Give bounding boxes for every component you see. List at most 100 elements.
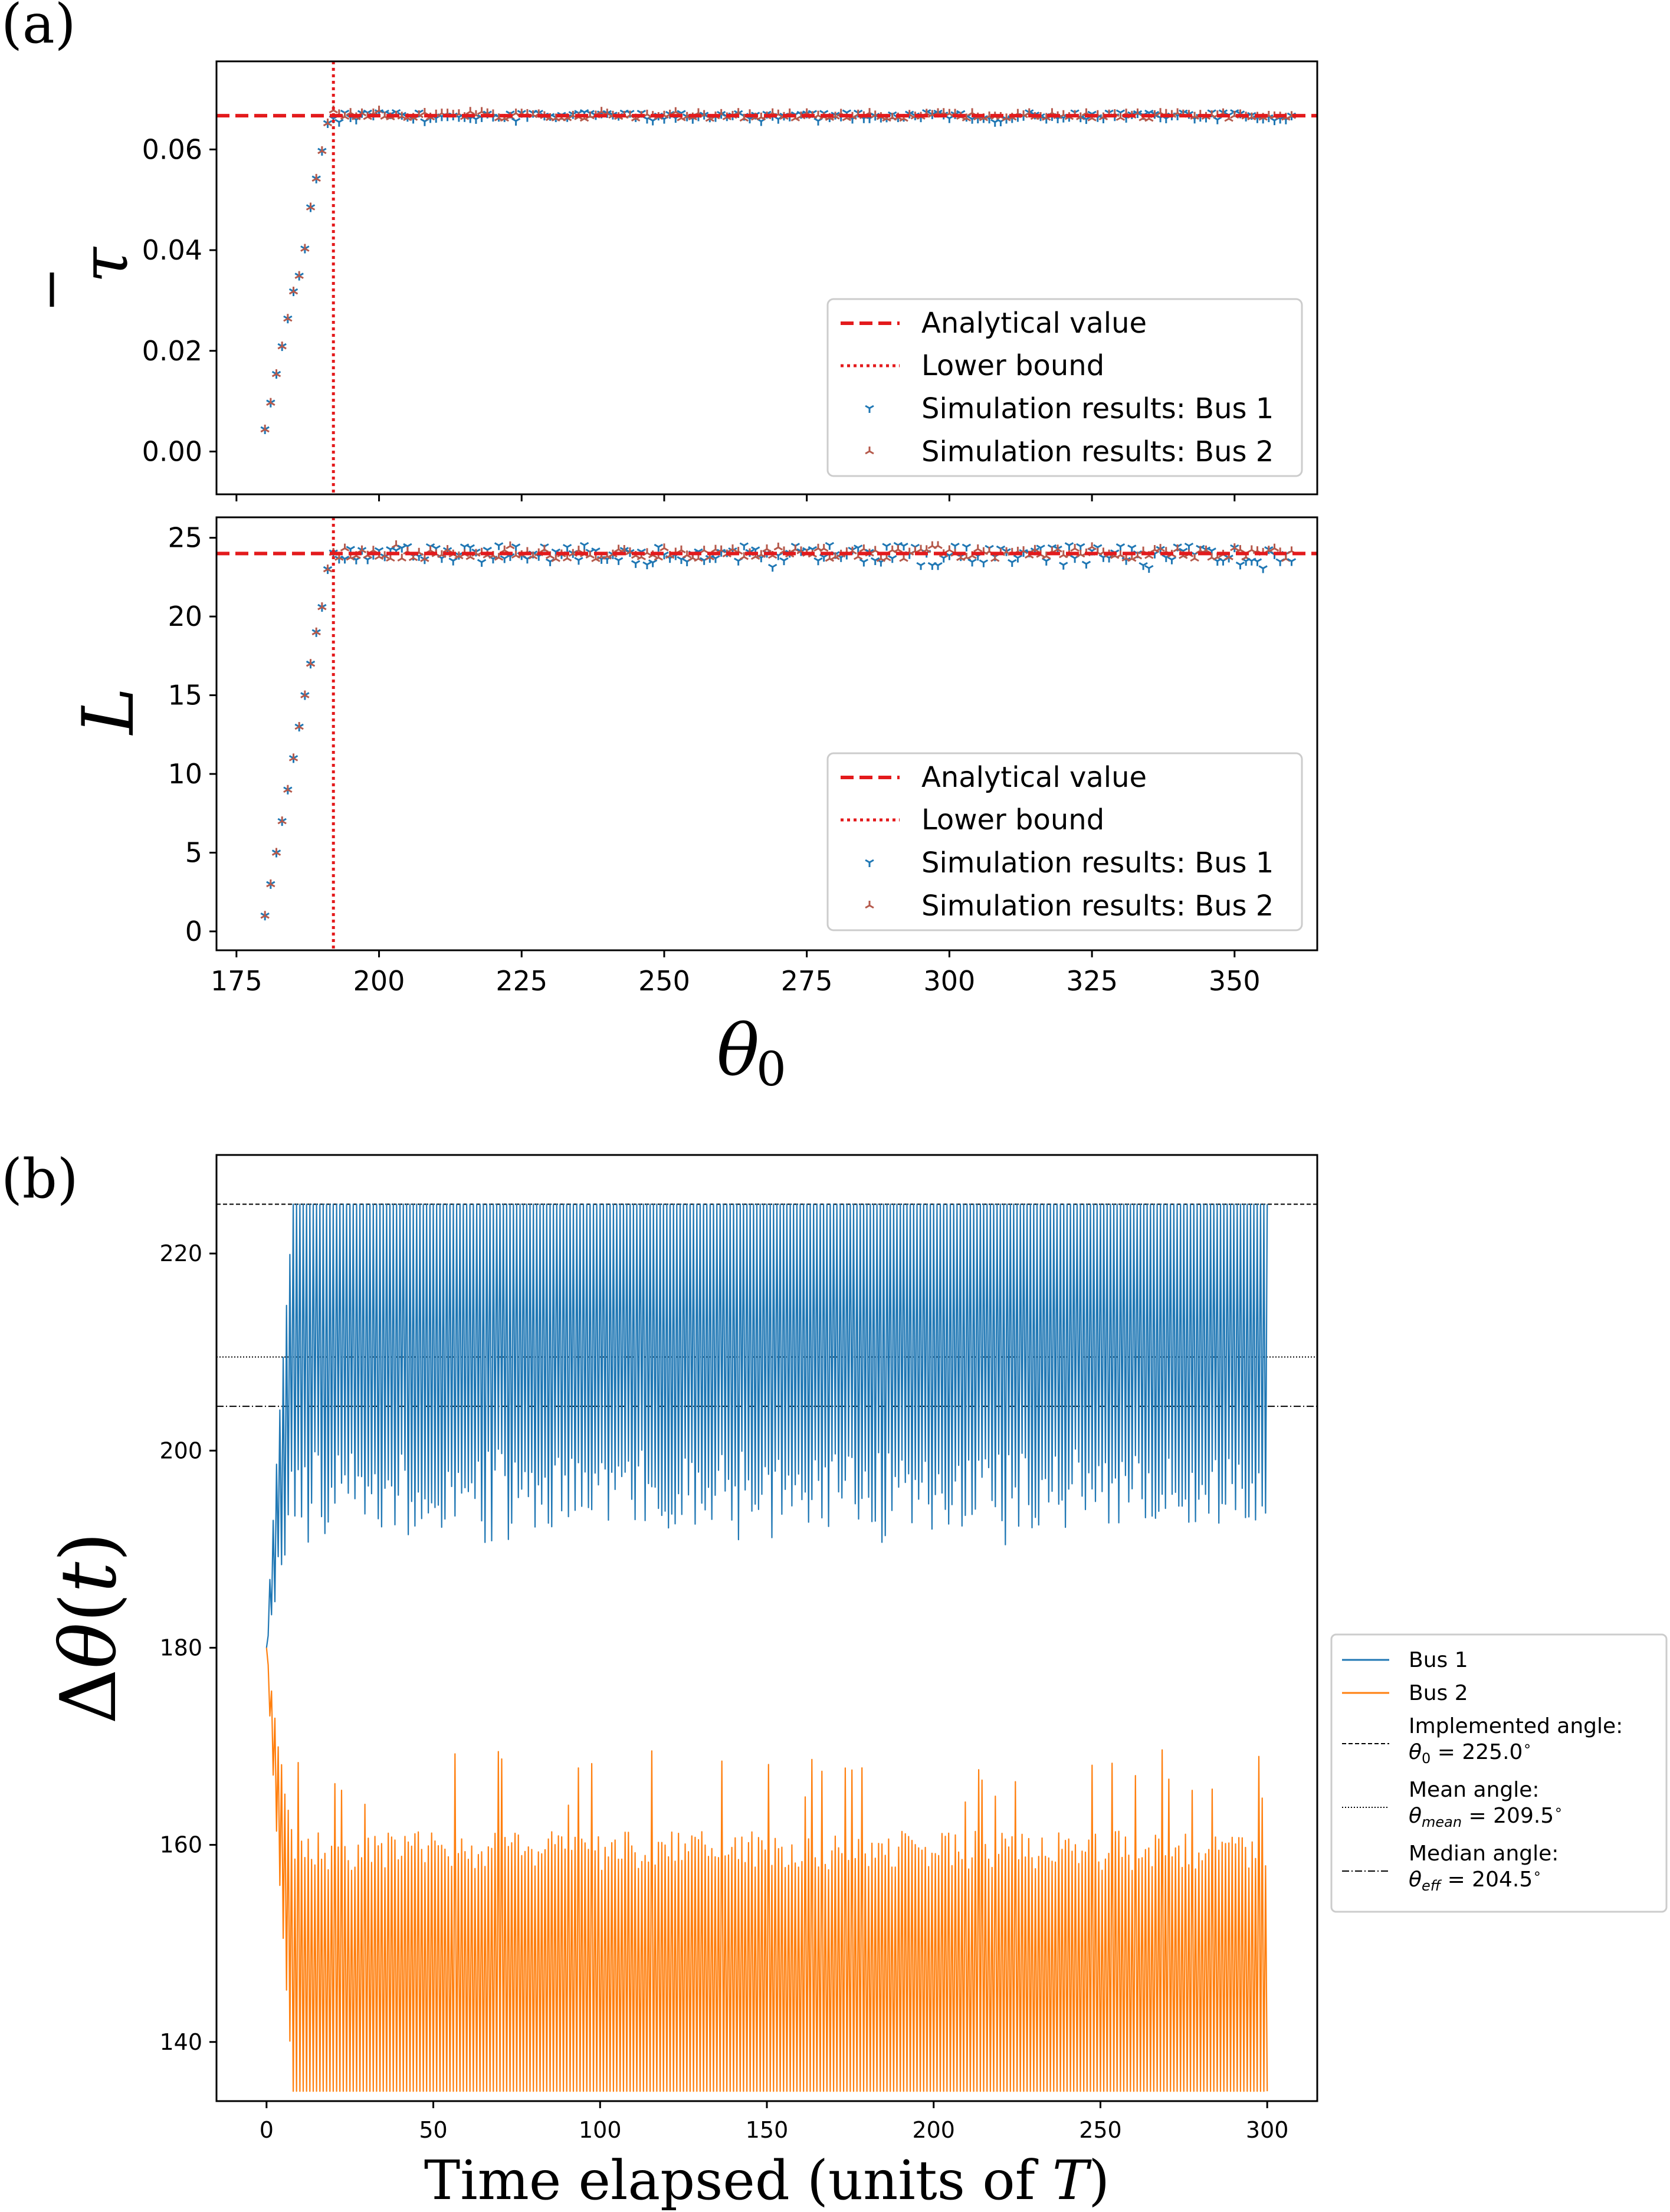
L-legend-bus1-tri (865, 859, 874, 867)
L-bus2-point-arm (711, 549, 716, 553)
tau-bus2-point-arm (1115, 117, 1121, 121)
L-bus2-point-arm (454, 555, 460, 560)
tau-bus2-point (1098, 112, 1108, 120)
L-bus2-point-arm (933, 545, 939, 549)
L-bus1-point-arm (1017, 554, 1023, 559)
L-bus1-point-arm (870, 557, 876, 562)
L-bus2-point (831, 552, 840, 560)
L-bus2-point-arm (1023, 550, 1028, 554)
tau-bus2-point (271, 369, 281, 378)
L-bus2-point-arm (1098, 552, 1104, 556)
tau-bus1-point-arm (842, 109, 848, 114)
tau-legend-bus2-tri (865, 447, 874, 455)
L-bus1-point-arm (962, 543, 967, 548)
tau-bus2-point (294, 271, 304, 279)
L-bus2-point-arm (886, 557, 891, 562)
tau-bus2-point-arm (344, 116, 350, 120)
L-bus2-point-arm (323, 568, 329, 573)
L-bus1-point-arm (698, 548, 703, 553)
L-bus1-point (870, 557, 880, 565)
L-legend-bus2-tri-arm (869, 904, 874, 909)
delta-theta-legend-mean: Mean angle: (1409, 1778, 1540, 1802)
tau-bus2-point-arm (631, 117, 636, 122)
L-bus1-point-arm (1188, 542, 1194, 547)
L-bus1-point-arm (1008, 559, 1013, 563)
tau-bus2-point-arm (893, 116, 899, 121)
L-bus1-point (511, 543, 521, 552)
L-bus2-point (568, 549, 578, 557)
L-bus1-point-arm (386, 546, 391, 550)
L-bus2-point-arm (972, 555, 977, 559)
L-bus1-point-arm (715, 555, 720, 559)
tau-bus2-point-arm (566, 117, 572, 122)
tau-bus2-point-arm (1025, 112, 1030, 116)
L-bus1-point-arm (863, 559, 869, 563)
tau-bus2-point-arm (962, 117, 967, 122)
L-bus1-point-arm (886, 543, 891, 547)
L-bus2-point (853, 552, 863, 560)
tau-bus1-point (334, 119, 344, 127)
tau-bus2-point-arm (380, 116, 385, 120)
L-bus1-point-arm (1262, 565, 1268, 569)
L-bus1-point-arm (340, 556, 346, 560)
tau-bus2-point-arm (1213, 114, 1218, 119)
L-bus2-point-arm (311, 631, 317, 636)
tau-bus2-point-arm (692, 116, 698, 121)
L-bus2-point (340, 543, 350, 552)
L-bus2-point (1247, 545, 1256, 553)
tau-bus2-point (1042, 113, 1051, 121)
L-bus1-point-arm (954, 542, 960, 547)
bus2-line (265, 1647, 1268, 2092)
L-bus2-point-arm (728, 548, 733, 553)
L-bus2-point-arm (1074, 547, 1080, 552)
L-bus2-point-arm (698, 557, 703, 562)
tau-bus2-point-arm (418, 114, 424, 119)
tau-bus2-point-arm (317, 150, 323, 155)
L-bus1-point-arm (1076, 543, 1081, 547)
tau-bus2-point-arm (1098, 116, 1104, 120)
L-bus1-point-arm (859, 559, 865, 563)
L-bus1-point-arm (1068, 542, 1074, 546)
L-bus2-point-arm (606, 556, 612, 560)
L-bus2-point-arm (1269, 547, 1275, 552)
L-bus2-point-arm (705, 556, 711, 560)
L-bus2-point-arm (853, 556, 859, 560)
tau-bus2-point-arm (277, 345, 283, 350)
L-bus2-point (1230, 543, 1239, 552)
L-bus2-point (288, 753, 298, 762)
L-bus2-point-arm (483, 554, 488, 559)
tau-bus2-point-arm (352, 116, 357, 120)
L-bus2-point-arm (344, 547, 350, 552)
L-bus2-point-arm (1059, 554, 1064, 559)
L-bus2-point-arm (720, 549, 726, 554)
L-xlabel-subscript: 0 (756, 1042, 786, 1097)
L-bus2-point (773, 542, 783, 551)
L-bus2-point-arm (985, 550, 990, 555)
L-bus1-point-arm (1036, 544, 1041, 549)
L-bus2-point (574, 546, 583, 554)
L-bus2-point-arm (669, 554, 675, 559)
L-bus2-point-arm (1133, 555, 1139, 560)
L-bus1-point-arm (903, 543, 908, 547)
L-bus1-point-arm (635, 560, 641, 565)
tau-bus2-point-arm (425, 116, 431, 121)
L-bus1-point-arm (920, 562, 926, 566)
L-bus2-point-arm (1120, 554, 1126, 559)
bus1-line (265, 1203, 1268, 1648)
tau-bus2-point-arm (756, 116, 762, 121)
L-bus1-point-arm (647, 561, 652, 566)
L-bus2-point (602, 552, 612, 560)
L-bus2-point-arm (732, 548, 737, 553)
L-bus2-point (323, 565, 333, 573)
L-bus1-point (767, 563, 777, 572)
L-bus1-point-arm (743, 542, 749, 547)
tau-bus1-point (511, 117, 521, 126)
L-bus2-point-arm (562, 557, 568, 562)
tau-reference-lines (216, 61, 1317, 494)
L-bus1-point-arm (641, 548, 647, 553)
L-bus2-point-arm (648, 554, 654, 559)
delta-theta-legend-box (1330, 1633, 1668, 1913)
L-bus1-point-arm (654, 543, 660, 548)
tau-bus2-point-arm (374, 109, 380, 114)
L-bus1-point-arm (1252, 558, 1258, 563)
